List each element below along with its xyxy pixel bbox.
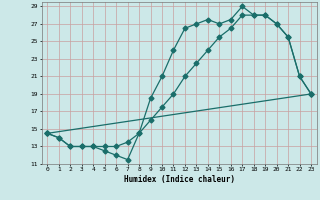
X-axis label: Humidex (Indice chaleur): Humidex (Indice chaleur) [124,175,235,184]
